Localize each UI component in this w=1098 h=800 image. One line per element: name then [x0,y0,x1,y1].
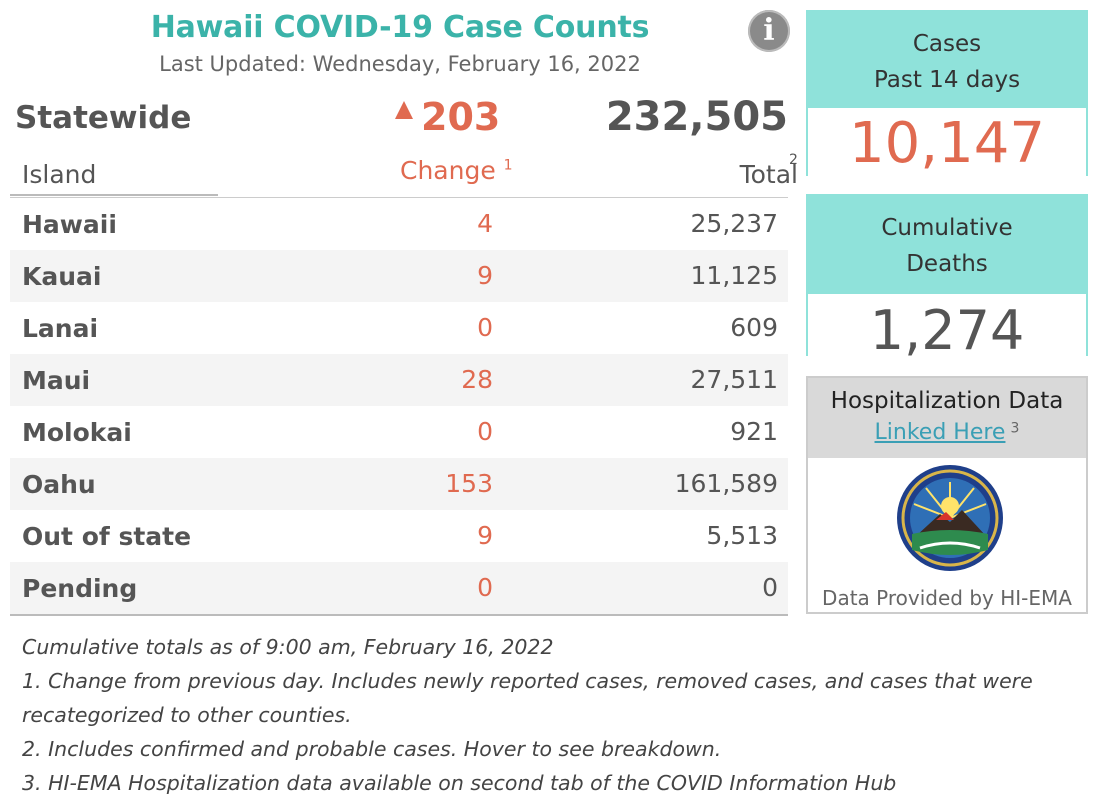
island-total: 0 [762,573,778,602]
table-row[interactable]: Lanai 0 609 [10,302,788,354]
island-change: 9 [477,521,493,550]
footnote-line: recategorized to other counties. [22,703,352,727]
island-change: 0 [477,313,493,342]
footnote-line: 3. HI-EMA Hospitalization data available… [22,771,897,795]
footnote-line: Cumulative totals as of 9:00 am, Februar… [22,635,554,659]
last-updated-text: Last Updated: Wednesday, February 16, 20… [159,52,641,76]
island-total: 5,513 [706,521,778,550]
hospitalization-header: Hospitalization Data Linked Here 3 [808,378,1086,458]
table-row[interactable]: Hawaii 4 25,237 [10,198,788,250]
island-change: 4 [477,209,493,238]
change-footnote-marker: 1 [503,157,513,174]
island-total: 921 [730,417,778,446]
island-change: 153 [445,469,493,498]
island-name: Hawaii [22,210,117,239]
cases-card-header: Cases Past 14 days [806,10,1088,108]
table-row[interactable]: Molokai 0 921 [10,406,788,458]
island-total: 11,125 [690,261,778,290]
column-header-total[interactable]: Total [740,160,798,189]
island-change: 28 [461,365,493,394]
cases-card-line2: Past 14 days [873,67,1021,93]
deaths-card-line2: Deaths [906,251,988,277]
statewide-total: 232,505 [605,94,788,140]
deaths-card-header: Cumulative Deaths [806,194,1088,294]
island-change: 9 [477,261,493,290]
table-row[interactable]: Maui 28 27,511 [10,354,788,406]
page-title: Hawaii COVID-19 Case Counts [150,10,650,45]
island-table: Hawaii 4 25,237 Kauai 9 11,125 Lanai 0 6… [10,198,788,614]
deaths-card-value: 1,274 [806,294,1088,362]
footnotes: Cumulative totals as of 9:00 am, Februar… [22,630,1082,800]
island-name: Pending [22,574,138,603]
island-total: 25,237 [690,209,778,238]
table-bottom-border [10,614,788,616]
hospitalization-footnote-marker: 3 [1010,420,1020,437]
hi-ema-seal-icon [897,465,1003,571]
statewide-label: Statewide [15,100,192,136]
footnote-line: 2. Includes confirmed and probable cases… [22,737,722,761]
table-row[interactable]: Oahu 153 161,589 [10,458,788,510]
change-header-label: Change [400,156,496,185]
island-header-underline [10,194,218,196]
table-row[interactable]: Out of state 9 5,513 [10,510,788,562]
island-total: 27,511 [690,365,778,394]
island-name: Oahu [22,470,96,499]
deaths-card-line1: Cumulative [881,215,1013,241]
table-row[interactable]: Kauai 9 11,125 [10,250,788,302]
statewide-change-value: 203 [421,95,501,139]
hospitalization-title: Hospitalization Data [830,388,1064,414]
island-total: 161,589 [674,469,778,498]
hospitalization-card: Hospitalization Data Linked Here 3 Data … [806,376,1088,614]
footnote-line: 1. Change from previous day. Includes ne… [22,669,1033,693]
statewide-change: 203 [395,95,500,139]
island-name: Maui [22,366,91,395]
column-header-change[interactable]: Change 1 [400,156,513,185]
island-name: Out of state [22,522,192,551]
island-change: 0 [477,417,493,446]
island-name: Molokai [22,418,132,447]
up-arrow-icon [395,101,413,119]
total-footnote-marker: 2 [789,152,798,168]
info-icon[interactable]: i [748,10,790,52]
table-row[interactable]: Pending 0 0 [10,562,788,614]
hospitalization-link[interactable]: Linked Here [874,420,1006,445]
total-header-label: Total [739,160,798,189]
island-name: Lanai [22,314,99,343]
island-name: Kauai [22,262,102,291]
cumulative-deaths-card[interactable]: Cumulative Deaths 1,274 [806,194,1088,362]
header-divider [10,197,788,198]
hospitalization-source: Data Provided by HI-EMA [822,586,1072,610]
column-header-island[interactable]: Island [22,160,97,189]
cases-card-line1: Cases [912,31,982,57]
island-change: 0 [477,573,493,602]
cases-14-days-card[interactable]: Cases Past 14 days 10,147 [806,10,1088,176]
island-total: 609 [730,313,778,342]
cases-card-value: 10,147 [806,108,1088,176]
